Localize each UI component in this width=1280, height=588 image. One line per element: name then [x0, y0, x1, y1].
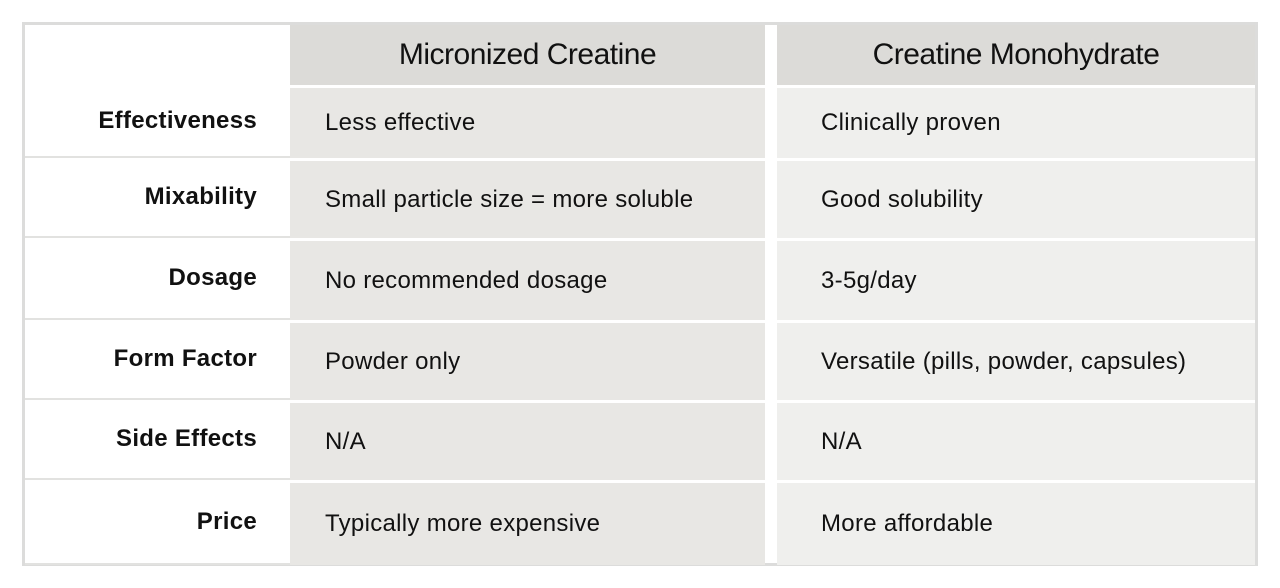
row-label: Dosage: [25, 238, 290, 320]
row-label: Form Factor: [25, 320, 290, 400]
table-cell: Powder only: [290, 323, 765, 400]
table-cell: Versatile (pills, powder, capsules): [777, 323, 1255, 400]
column-header: Creatine Monohydrate: [777, 25, 1255, 85]
table-cell: Good solubility: [777, 161, 1255, 238]
column-header: Micronized Creatine: [290, 25, 765, 85]
row-label: Mixability: [25, 158, 290, 238]
comparison-table: Micronized Creatine Creatine Monohydrate E…: [22, 22, 1258, 566]
table-cell: N/A: [777, 403, 1255, 480]
table-cell: Typically more expensive: [290, 483, 765, 565]
table-cell: More affordable: [777, 483, 1255, 565]
row-label: Side Effects: [25, 400, 290, 480]
table-cell: N/A: [290, 403, 765, 480]
table-cell: Less effective: [290, 88, 765, 158]
table-cell: No recommended dosage: [290, 241, 765, 320]
table-cell: 3-5g/day: [777, 241, 1255, 320]
table-cell: Clinically proven: [777, 88, 1255, 158]
table-cell: Small particle size = more soluble: [290, 161, 765, 238]
row-label: Price: [25, 480, 290, 565]
row-label: Effectiveness: [25, 85, 290, 158]
